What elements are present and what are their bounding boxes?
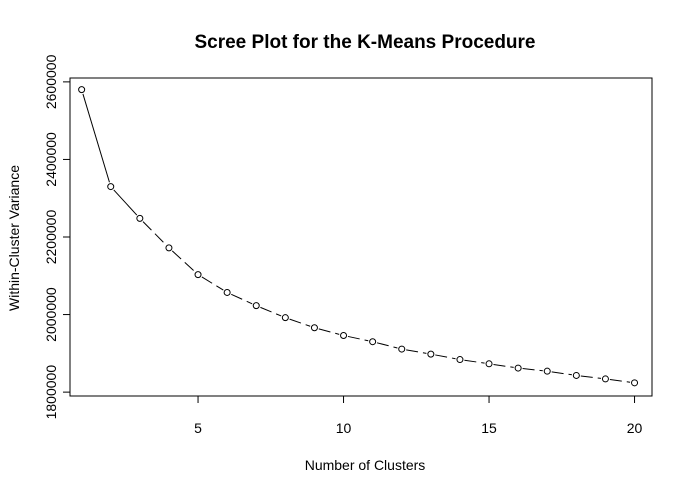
series-line-segment bbox=[435, 354, 456, 360]
series-line-segment bbox=[522, 368, 543, 372]
y-axis-label: Within-Cluster Variance bbox=[6, 165, 22, 311]
data-point bbox=[572, 371, 580, 379]
data-point bbox=[107, 183, 115, 191]
data-point bbox=[369, 338, 377, 346]
series-line-segment bbox=[609, 379, 631, 383]
data-point bbox=[631, 379, 639, 387]
series-line-segment bbox=[318, 328, 340, 335]
chart-title: Scree Plot for the K-Means Procedure bbox=[194, 32, 535, 53]
x-tick-label: 20 bbox=[627, 420, 643, 436]
series-line-segment bbox=[406, 349, 427, 354]
data-point bbox=[78, 86, 86, 94]
y-tick-label: 2600000 bbox=[43, 54, 59, 109]
series-line-segment bbox=[376, 342, 398, 349]
y-tick-label: 2200000 bbox=[43, 210, 59, 265]
data-point bbox=[136, 214, 144, 222]
series-line-segment bbox=[347, 335, 369, 342]
data-point bbox=[601, 375, 609, 383]
data-point bbox=[223, 288, 231, 296]
y-axis: 1800000 2000000 2200000 2400000 2600000 bbox=[43, 54, 71, 420]
series-line-segment bbox=[142, 221, 167, 246]
data-point bbox=[398, 345, 406, 353]
series-line-segment bbox=[580, 375, 602, 379]
series-line-segment bbox=[113, 189, 138, 216]
data-point bbox=[281, 314, 289, 322]
series-line-segment bbox=[464, 359, 485, 364]
data-point bbox=[165, 244, 173, 252]
series-line-segment bbox=[201, 276, 224, 291]
series-line-segment bbox=[82, 93, 110, 183]
plot-frame bbox=[69, 77, 653, 397]
series-line-segment bbox=[551, 371, 572, 376]
data-point bbox=[340, 332, 348, 340]
series-line-segment bbox=[493, 363, 514, 368]
data-point bbox=[485, 360, 493, 368]
series-line-segment bbox=[289, 318, 311, 327]
x-axis-label: Number of Clusters bbox=[305, 457, 426, 473]
x-tick-label: 5 bbox=[194, 420, 202, 436]
y-tick-label: 1800000 bbox=[43, 365, 59, 420]
data-point bbox=[543, 367, 551, 375]
x-tick-label: 10 bbox=[336, 420, 352, 436]
series-line-segment bbox=[260, 306, 282, 317]
data-point bbox=[456, 356, 464, 364]
y-tick-label: 2000000 bbox=[43, 287, 59, 342]
x-tick-label: 15 bbox=[481, 420, 497, 436]
data-point bbox=[194, 271, 202, 279]
data-point bbox=[514, 364, 522, 372]
series-layer bbox=[78, 86, 639, 387]
series-line-segment bbox=[171, 250, 196, 272]
data-point bbox=[427, 350, 435, 358]
data-point bbox=[252, 302, 260, 310]
x-axis: 5 10 15 20 bbox=[194, 395, 643, 436]
data-point bbox=[310, 324, 318, 332]
series-line-segment bbox=[231, 293, 253, 305]
y-tick-label: 2400000 bbox=[43, 132, 59, 187]
